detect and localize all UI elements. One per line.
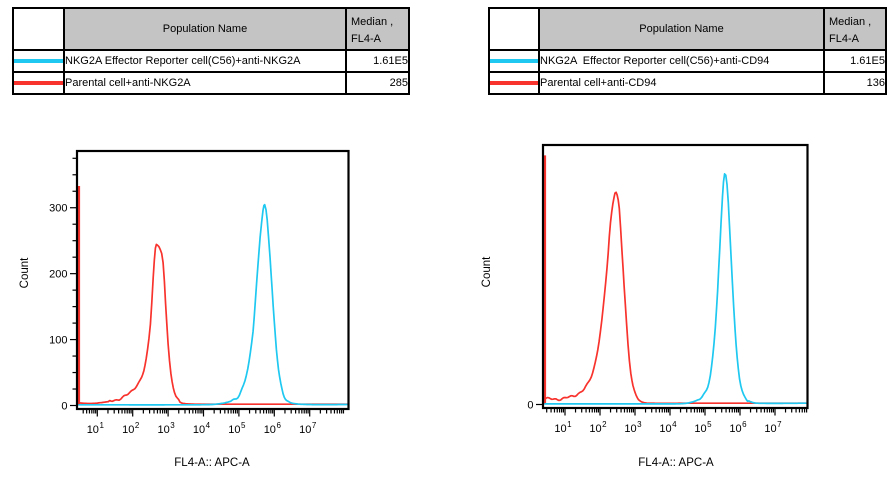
stats-table-right: Population Name Median , FL4-A NKG2A Eff… [488,7,887,95]
table-row: NKG2A Effector Reporter cell(C56)+anti-C… [488,49,887,73]
population-name: Parental cell+anti-NKG2A [63,71,347,95]
x-tick-label: 106 [729,420,747,435]
series-color-swatch-cell [12,49,65,73]
histogram-curve-cyan [544,173,807,405]
y-tick-label: 0 [61,401,67,413]
histogram-curve-red [78,243,348,406]
y-tick-label: 100 [49,335,67,347]
histogram-curve-cyan [78,203,348,406]
table-corner-cell [12,7,65,51]
median-header: Median , FL4-A [345,7,410,51]
x-tick-label: 103 [624,420,642,435]
y-axis-label-left: Count [19,257,31,289]
stats-table-left: Population Name Median , FL4-A NKG2A Eff… [12,7,410,95]
y-axis-label-right: Count [481,256,493,288]
cyan-series-swatch [15,59,62,63]
median-value: 1.61E5 [345,49,410,73]
x-tick-label: 107 [299,421,317,436]
x-axis-ticks [82,410,345,417]
y-tick-label: 200 [49,269,67,281]
histogram-chart-1: 101 102 103 104 105 106 107 0 [527,143,809,435]
x-axis-label-left: FL4-A:: APC-A [174,457,250,469]
x-tick-label: 102 [122,421,140,436]
population-name: NKG2A Effector Reporter cell(C56)+anti-C… [538,49,825,73]
median-value: 136 [823,71,887,95]
population-name: NKG2A Effector Reporter cell(C56)+anti-N… [63,49,347,73]
table-row: NKG2A Effector Reporter cell(C56)+anti-N… [12,49,410,73]
x-axis-label-right: FL4-A:: APC-A [638,457,714,469]
x-tick-label: 101 [87,421,105,436]
x-tick-label: 101 [554,420,572,435]
population-name-header: Population Name [63,7,347,51]
population-name-header: Population Name [538,7,825,51]
histogram-chart-0: 101 102 103 104 105 106 107 0 100 200 300 [49,149,350,436]
red-series-swatch [491,81,537,85]
series-color-swatch-cell [12,71,65,95]
cyan-series-swatch [491,59,537,63]
x-tick-label: 105 [228,421,246,436]
histogram-curve-red [544,191,807,405]
table-row: Parental cell+anti-CD94 136 [488,71,887,95]
x-tick-label: 104 [659,420,677,435]
x-tick-label: 106 [264,421,282,436]
x-tick-label: 103 [157,421,175,436]
plot-frame [541,143,809,410]
x-tick-label: 102 [589,420,607,435]
median-header: Median , FL4-A [823,7,887,51]
series-color-swatch-cell [488,71,540,95]
median-value: 285 [345,71,410,95]
plot-frame [75,149,350,411]
x-tick-label: 105 [694,420,712,435]
y-tick-label: 0 [527,400,533,412]
y-axis-ticks [70,157,76,407]
median-value: 1.61E5 [823,49,887,73]
x-axis-ticks [546,409,808,416]
red-series-swatch [15,81,62,85]
population-name: Parental cell+anti-CD94 [538,71,825,95]
table-row: Parental cell+anti-NKG2A 285 [12,71,410,95]
x-tick-label: 104 [193,421,211,436]
series-color-swatch-cell [488,49,540,73]
x-tick-label: 107 [764,420,782,435]
y-tick-label: 300 [49,203,67,215]
table-corner-cell [488,7,540,51]
